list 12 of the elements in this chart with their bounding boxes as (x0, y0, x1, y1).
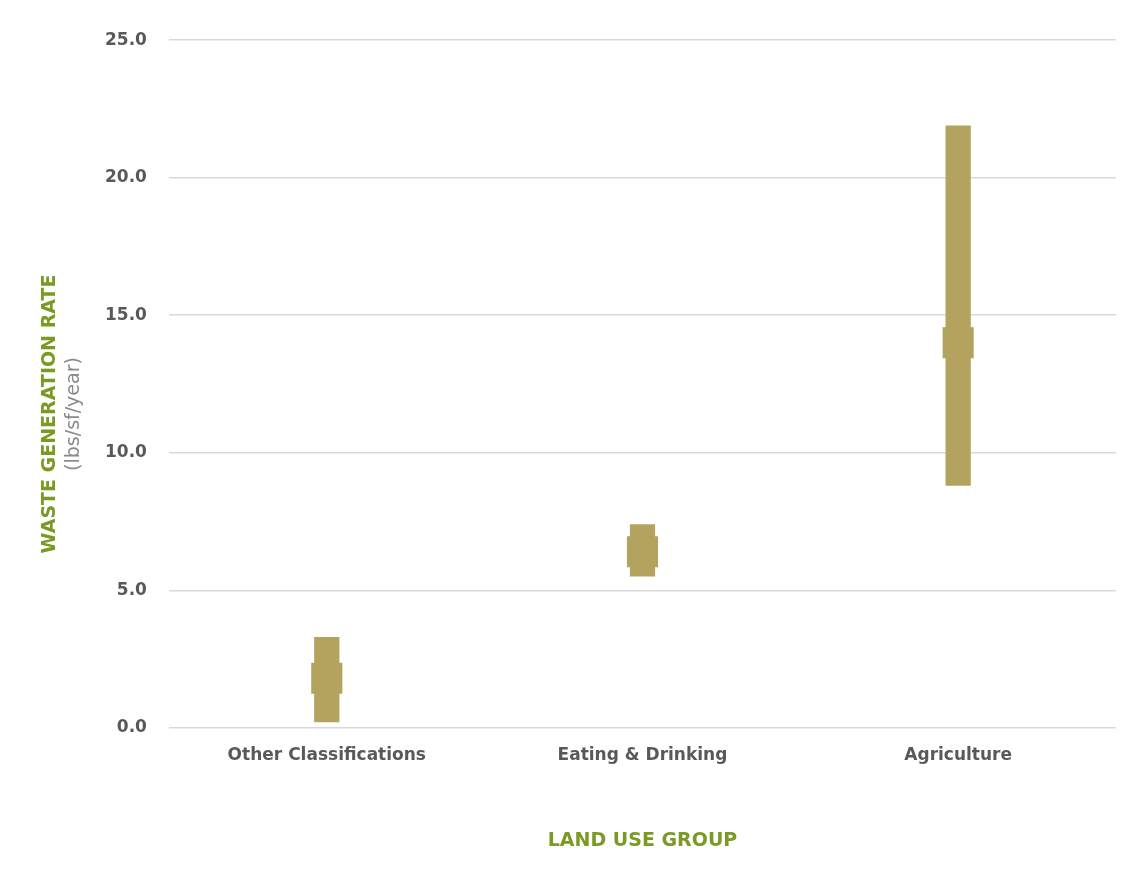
y-tick-label: 5.0 (116, 578, 148, 599)
y-axis-title: WASTE GENERATION RATE (36, 274, 59, 554)
y-tick-label: 0.0 (116, 716, 148, 737)
x-tick-label: Other Classifications (227, 744, 426, 765)
x-tick-label: Eating & Drinking (557, 744, 728, 765)
x-tick-label: Agriculture (904, 744, 1012, 765)
y-tick-label: 10.0 (104, 441, 148, 462)
y-tick-label: 25.0 (104, 28, 148, 49)
x-axis-title: LAND USE GROUP (547, 827, 738, 850)
y-tick-label: 15.0 (104, 303, 148, 324)
text: (lbs/sf/year) (60, 357, 83, 471)
y-tick-label: 20.0 (104, 166, 148, 187)
